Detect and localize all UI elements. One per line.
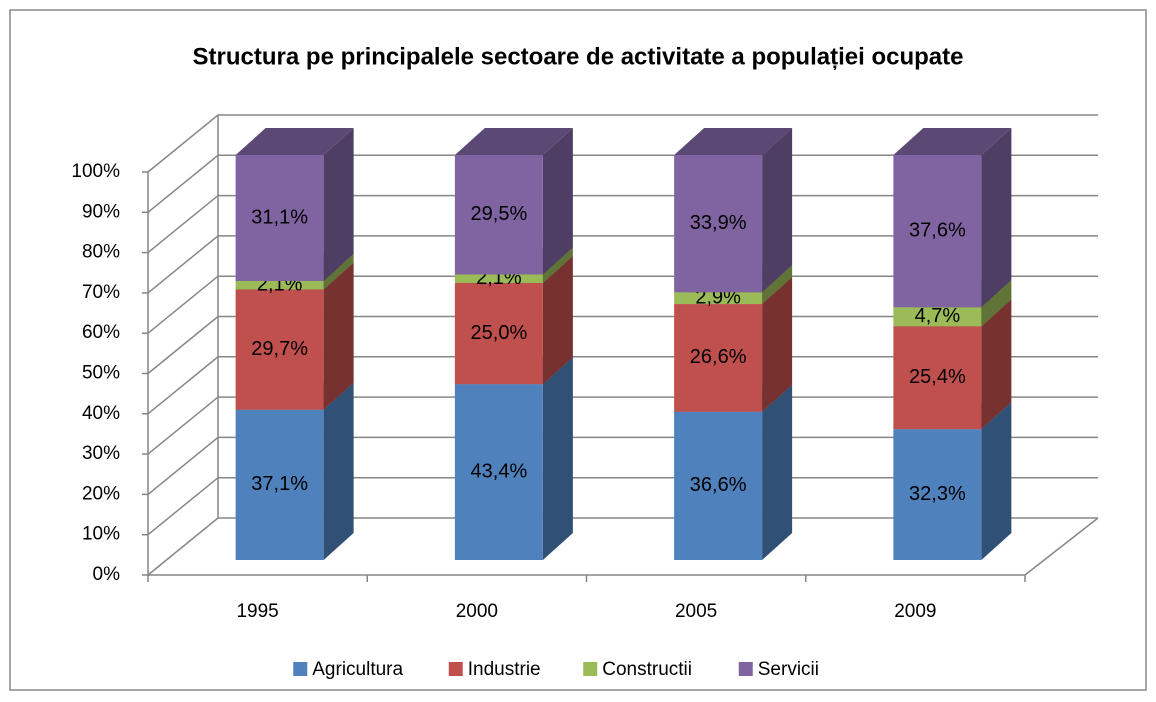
grid-line bbox=[147, 396, 1098, 455]
bar-side bbox=[981, 402, 1012, 560]
bar bbox=[454, 282, 543, 385]
legend-label: Agricultura bbox=[312, 659, 403, 680]
grid-line bbox=[147, 275, 1098, 334]
bar-top bbox=[454, 128, 573, 155]
grid-line bbox=[147, 476, 1098, 536]
bar-top bbox=[893, 128, 1012, 155]
y-tick-label: 10% bbox=[82, 524, 120, 545]
bar bbox=[235, 409, 324, 560]
bar-top bbox=[674, 128, 793, 155]
y-tick-label: 60% bbox=[82, 322, 120, 343]
value-label: 4,7% bbox=[915, 305, 961, 327]
bar-side bbox=[981, 128, 1012, 308]
x-tick-label: 1995 bbox=[236, 601, 278, 622]
legend-label: Servicii bbox=[758, 659, 819, 680]
y-tick-label: 90% bbox=[82, 201, 120, 222]
legend-label: Constructii bbox=[602, 659, 692, 680]
x-tick-label: 2000 bbox=[456, 601, 498, 622]
value-label: 26,6% bbox=[690, 346, 747, 368]
value-label: 31,1% bbox=[251, 206, 308, 228]
y-tick-label: 70% bbox=[82, 282, 120, 303]
bar-side bbox=[542, 247, 573, 283]
bar bbox=[454, 384, 543, 560]
bar-side bbox=[762, 384, 793, 560]
bar bbox=[674, 411, 763, 560]
grid-line bbox=[147, 194, 1098, 254]
x-tick-label: 2009 bbox=[894, 601, 936, 622]
bar-side bbox=[762, 277, 793, 412]
x-tick-label: 2005 bbox=[675, 601, 717, 622]
y-tick-label: 0% bbox=[93, 564, 121, 585]
bar-side bbox=[323, 382, 354, 560]
value-label: 33,9% bbox=[690, 212, 747, 234]
bar bbox=[674, 304, 763, 412]
value-label: 29,5% bbox=[471, 203, 528, 225]
legend-swatch bbox=[293, 662, 308, 676]
bar bbox=[235, 289, 324, 410]
legend-label: Industrie bbox=[468, 659, 541, 680]
y-tick-label: 80% bbox=[82, 242, 120, 263]
bar bbox=[893, 307, 982, 327]
value-label: 29,7% bbox=[251, 338, 308, 360]
bar-side bbox=[323, 253, 354, 290]
y-tick-label: 20% bbox=[82, 483, 120, 504]
grid-line bbox=[147, 114, 1098, 173]
bar-side bbox=[762, 265, 793, 305]
bar-side bbox=[762, 128, 793, 293]
value-label: 25,0% bbox=[471, 322, 528, 344]
value-label: 25,4% bbox=[909, 366, 966, 388]
value-label: 37,6% bbox=[909, 219, 966, 241]
bar bbox=[674, 292, 763, 305]
grid-line bbox=[147, 154, 1098, 213]
value-label: 32,3% bbox=[909, 483, 966, 505]
bar-side bbox=[323, 262, 354, 410]
bar bbox=[674, 155, 763, 293]
legend-swatch bbox=[738, 662, 753, 676]
bar-side bbox=[981, 299, 1012, 430]
bar bbox=[893, 155, 982, 308]
bar-side bbox=[323, 128, 354, 281]
grid-line bbox=[147, 315, 1098, 375]
bar bbox=[235, 155, 324, 281]
grid-line bbox=[147, 235, 1098, 294]
grid-line bbox=[147, 436, 1098, 495]
bar bbox=[235, 280, 324, 290]
chart-title: Structura pe principalele sectoare de ac… bbox=[193, 43, 964, 70]
legend-swatch bbox=[448, 662, 463, 676]
grid-line bbox=[147, 356, 1098, 415]
bar-side bbox=[981, 280, 1012, 327]
bar bbox=[893, 326, 982, 430]
legend-swatch bbox=[583, 662, 598, 676]
bar-side bbox=[542, 128, 573, 275]
value-label: 36,6% bbox=[690, 474, 747, 496]
y-tick-label: 40% bbox=[82, 403, 120, 424]
grid-line bbox=[147, 517, 1098, 576]
value-label: 37,1% bbox=[251, 473, 308, 495]
bar bbox=[454, 274, 543, 283]
y-tick-label: 100% bbox=[71, 161, 120, 182]
bar bbox=[454, 155, 543, 275]
y-tick-label: 50% bbox=[82, 363, 120, 384]
bar-side bbox=[542, 357, 573, 560]
bar bbox=[893, 429, 982, 560]
bar-top bbox=[235, 128, 354, 155]
value-label: 43,4% bbox=[471, 460, 528, 482]
y-tick-label: 30% bbox=[82, 443, 120, 464]
bar-side bbox=[542, 255, 573, 385]
